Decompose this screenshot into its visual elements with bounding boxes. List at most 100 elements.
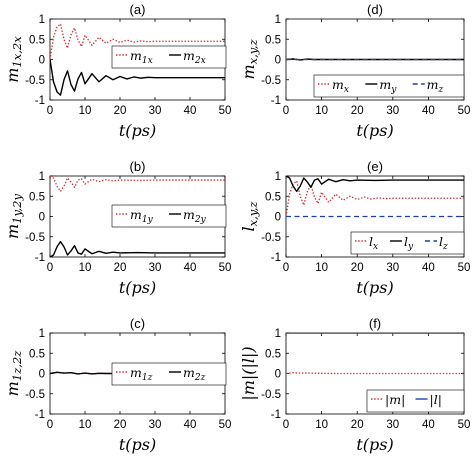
legend-label: |m| xyxy=(385,392,405,407)
series-ly xyxy=(286,176,464,193)
panel-f: (f) 0 10 20 30 40 50 -1 -0.5 0 0.5 1 t(ps) |m|(|l|) |m… xyxy=(239,316,470,454)
x-tick-label: 10 xyxy=(79,105,92,117)
series-m2x xyxy=(50,59,225,96)
legend: |m| |l| xyxy=(366,389,465,413)
series-m2y xyxy=(50,240,225,257)
x-tick-label: 40 xyxy=(184,105,197,117)
y-tick-label: 0.5 xyxy=(265,348,281,360)
legend-label: m2x xyxy=(183,48,206,66)
legend-label: m1x xyxy=(130,48,153,66)
legend: mx my mz xyxy=(313,74,465,98)
series-lx xyxy=(286,180,464,217)
x-tick-label: 0 xyxy=(47,419,53,431)
x-tick-label: 30 xyxy=(149,262,162,274)
legend: m1x m2x xyxy=(111,45,227,69)
y-tick-label: -0.5 xyxy=(261,75,281,87)
y-tick-label: -1 xyxy=(35,409,45,421)
panel-title: (d) xyxy=(367,2,383,17)
x-tick-label: 30 xyxy=(386,419,399,431)
x-tick-label: 20 xyxy=(114,419,127,431)
x-tick-label: 40 xyxy=(184,419,197,431)
legend: m1z m2z xyxy=(111,362,227,386)
legend-box xyxy=(350,231,465,255)
panel-b: (b)0 10 20 30 40 50-1-0.500.51t(ps)m1y,2y m1y m… xyxy=(3,159,231,297)
y-axis-label: m1x,2x xyxy=(3,36,24,83)
x-tick-label: 30 xyxy=(386,105,399,117)
x-tick-label: 10 xyxy=(315,262,328,274)
y-tick-label: 1 xyxy=(275,171,281,183)
y-tick-label: -0.5 xyxy=(25,232,45,244)
legend-box xyxy=(313,74,465,98)
y-axis-label: m1y,2y xyxy=(3,194,24,239)
x-axis-label: t(ps) xyxy=(119,435,156,454)
legend-label: |l| xyxy=(430,392,442,407)
x-axis-label: t(ps) xyxy=(119,121,156,140)
x-tick-label: 0 xyxy=(283,262,289,274)
x-axis-label: t(ps) xyxy=(356,435,393,454)
panel-title: (f) xyxy=(369,316,381,331)
x-tick-label: 50 xyxy=(219,419,232,431)
y-tick-label: 0 xyxy=(275,369,281,381)
legend-label: m2y xyxy=(183,207,207,225)
x-tick-label: 20 xyxy=(351,419,364,431)
y-tick-label: 0 xyxy=(275,55,281,67)
x-tick-label: 10 xyxy=(79,262,92,274)
legend-label: lx xyxy=(369,234,378,252)
x-tick-label: 50 xyxy=(219,262,232,274)
x-tick-label: 0 xyxy=(47,105,53,117)
y-axis-label: mx,y,z xyxy=(239,39,260,80)
legend: lx ly lz xyxy=(350,231,465,255)
legend-box xyxy=(111,362,227,386)
x-axis-label: t(ps) xyxy=(356,278,393,297)
y-tick-label: 1 xyxy=(275,14,281,26)
y-tick-label: 0.5 xyxy=(265,34,281,46)
legend-label: m1z xyxy=(130,365,153,383)
x-tick-label: 50 xyxy=(458,262,471,274)
legend-box xyxy=(111,45,227,69)
y-axis-label: m1z,2z xyxy=(3,350,24,397)
y-tick-label: 1 xyxy=(39,171,45,183)
x-tick-label: 20 xyxy=(114,262,127,274)
y-tick-label: 0 xyxy=(39,212,45,224)
y-axis-label: |m|(|l|) xyxy=(239,346,258,400)
panel-title: (b) xyxy=(130,159,146,174)
y-tick-label: -0.5 xyxy=(261,232,281,244)
legend-label: lz xyxy=(439,234,448,252)
y-tick-label: 1 xyxy=(39,328,45,340)
y-axis-label: lx,y,z xyxy=(239,201,260,232)
x-tick-label: 50 xyxy=(458,419,471,431)
panel-title: (c) xyxy=(130,316,145,331)
y-tick-label: -1 xyxy=(271,252,281,264)
x-tick-label: 0 xyxy=(47,262,53,274)
y-tick-label: 0 xyxy=(39,55,45,67)
legend-label: mx xyxy=(332,77,349,95)
x-axis-label: t(ps) xyxy=(119,278,156,297)
y-tick-label: -1 xyxy=(35,95,45,107)
legend-label: m2z xyxy=(183,365,206,383)
x-tick-label: 20 xyxy=(351,105,364,117)
legend: m1y m2y xyxy=(111,204,227,228)
x-tick-label: 30 xyxy=(149,105,162,117)
x-tick-label: 30 xyxy=(386,262,399,274)
y-tick-label: -0.5 xyxy=(261,389,281,401)
panel-title: (e) xyxy=(367,159,383,174)
x-tick-label: 20 xyxy=(114,105,127,117)
y-tick-label: 0 xyxy=(39,369,45,381)
y-tick-label: 0.5 xyxy=(29,348,45,360)
legend-label: mz xyxy=(427,77,444,95)
x-tick-label: 20 xyxy=(351,262,364,274)
legend-box xyxy=(366,389,465,413)
x-tick-label: 40 xyxy=(422,419,435,431)
x-tick-label: 50 xyxy=(458,105,471,117)
panel-a: (a)0 10 20 30 40 50-1-0.500.51t(ps)m1x,2x m1x m… xyxy=(3,2,231,140)
panel-d: (d) 0 10 20 30 40 50 -1 -0.5 0 0.5 1 t(ps) mx,y,z mx my… xyxy=(239,2,470,140)
panel-title: (a) xyxy=(130,2,146,17)
legend-label: m1y xyxy=(130,207,154,225)
y-tick-label: -0.5 xyxy=(25,389,45,401)
y-tick-label: 1 xyxy=(275,328,281,340)
x-tick-label: 40 xyxy=(422,262,435,274)
y-tick-label: 0.5 xyxy=(29,191,45,203)
y-tick-label: 1 xyxy=(39,14,45,26)
x-tick-label: 10 xyxy=(315,419,328,431)
